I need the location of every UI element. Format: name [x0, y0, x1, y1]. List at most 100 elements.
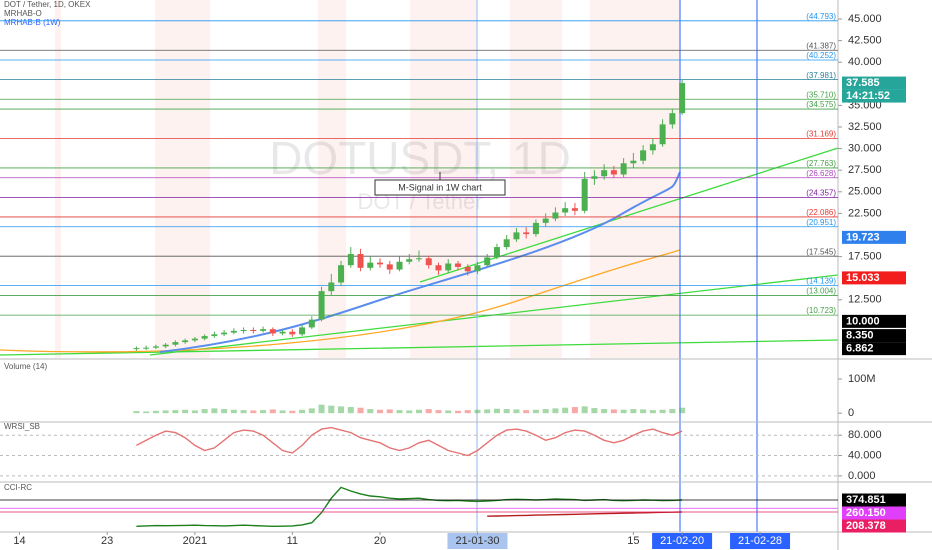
- volume-bar: [318, 404, 325, 414]
- level-label: (31.169): [806, 130, 836, 139]
- candle-body: [240, 330, 247, 332]
- volume-bar: [221, 409, 228, 414]
- volume-bar: [601, 409, 608, 414]
- volume-bar: [620, 409, 627, 414]
- annotation-text: M-Signal in 1W chart: [398, 182, 482, 192]
- symbol-title: DOT / Tether, 1D, OKEX: [4, 0, 91, 9]
- watermark-title: DOTUSDT, 1D: [269, 132, 571, 184]
- candle-body: [601, 170, 608, 177]
- candle-body: [201, 336, 208, 339]
- volume-bar: [357, 407, 364, 414]
- candle-body: [338, 265, 345, 283]
- level-label: (17.545): [806, 247, 836, 256]
- y-tick-label: 40.000: [848, 449, 882, 461]
- candle-body: [435, 265, 442, 271]
- candle-body: [152, 346, 159, 348]
- candle-body: [279, 331, 286, 334]
- price-badge: [842, 76, 906, 90]
- candle-body: [620, 163, 627, 175]
- level-label: (34.575): [806, 100, 836, 109]
- candle-body: [513, 232, 520, 240]
- candle-body: [221, 332, 228, 335]
- x-tick-label: 15: [627, 535, 639, 547]
- y-tick-label: 12.500: [848, 294, 882, 306]
- y-tick-label: 25.000: [848, 186, 882, 198]
- volume-bar: [669, 409, 676, 414]
- candle-body: [172, 342, 179, 345]
- candle-body: [143, 347, 150, 349]
- volume-bar: [523, 410, 530, 414]
- volume-bar: [679, 407, 686, 414]
- volume-bar: [201, 409, 208, 414]
- price-badge: [842, 506, 906, 520]
- band: [55, 0, 61, 358]
- volume-bar: [162, 410, 169, 414]
- price-badge: [842, 519, 906, 533]
- x-tick-label: 21-01-30: [455, 535, 499, 547]
- candle-body: [308, 319, 315, 328]
- volume-bar: [367, 409, 374, 414]
- panel-title: WRSI_SB: [4, 422, 40, 431]
- candle-body: [289, 331, 296, 335]
- candle-body: [454, 263, 461, 267]
- candle-body: [552, 212, 559, 219]
- moving-average: [159, 171, 681, 353]
- volume-bar: [230, 409, 237, 414]
- panel-title: CCI-RC: [4, 483, 32, 492]
- y-tick-label: 80.000: [848, 429, 882, 441]
- candle-body: [425, 258, 432, 266]
- volume-bar: [484, 409, 491, 414]
- candle-body: [260, 329, 267, 331]
- price-badge: [842, 493, 906, 507]
- candle-body: [386, 264, 393, 270]
- candle-body: [493, 247, 500, 258]
- price-badge-label: 8.350: [846, 330, 874, 342]
- y-tick-label: 42.500: [848, 35, 882, 47]
- candle-body: [464, 266, 471, 272]
- candle-body: [649, 144, 656, 151]
- volume-bar: [542, 409, 549, 414]
- price-badge: [842, 271, 906, 285]
- x-tick-label: 20: [374, 535, 386, 547]
- volume-bar: [406, 410, 413, 414]
- volume-bar: [133, 411, 140, 414]
- y-tick-label: 30.000: [848, 142, 882, 154]
- level-label: (41.387): [806, 41, 836, 50]
- x-tick-label: 23: [101, 535, 113, 547]
- candle-body: [211, 334, 218, 337]
- price-badge: [842, 342, 906, 356]
- level-label: (24.357): [806, 188, 836, 197]
- candle-body: [640, 150, 647, 161]
- volume-bar: [143, 411, 150, 414]
- x-tick-label: 21-02-20: [660, 535, 704, 547]
- volume-bar: [562, 407, 569, 414]
- level-label: (13.004): [806, 287, 836, 296]
- x-tick-label: 14: [13, 535, 25, 547]
- volume-bar: [474, 409, 481, 414]
- candle-body: [406, 259, 413, 262]
- volume-bar: [513, 409, 520, 414]
- volume-bar: [328, 405, 335, 414]
- volume-bar: [435, 410, 442, 414]
- indicator-line: [487, 511, 683, 517]
- volume-bar: [659, 409, 666, 414]
- y-tick-label: 0: [848, 407, 854, 419]
- volume-bar: [552, 408, 559, 414]
- price-badge-label: 19.723: [846, 231, 880, 243]
- candle-body: [562, 208, 569, 213]
- candle-body: [182, 340, 189, 343]
- candle-body: [396, 261, 403, 270]
- price-badge-label: 208.378: [846, 520, 886, 532]
- candle-body: [532, 222, 539, 235]
- candle-body: [542, 218, 549, 223]
- candle-body: [357, 253, 364, 268]
- volume-bar: [571, 407, 578, 414]
- volume-bar: [581, 406, 588, 414]
- x-tick-highlight: [447, 533, 508, 549]
- volume-bar: [269, 409, 276, 414]
- y-tick-label: 100M: [848, 373, 876, 385]
- volume-bar: [591, 408, 598, 414]
- candle-body: [474, 265, 481, 272]
